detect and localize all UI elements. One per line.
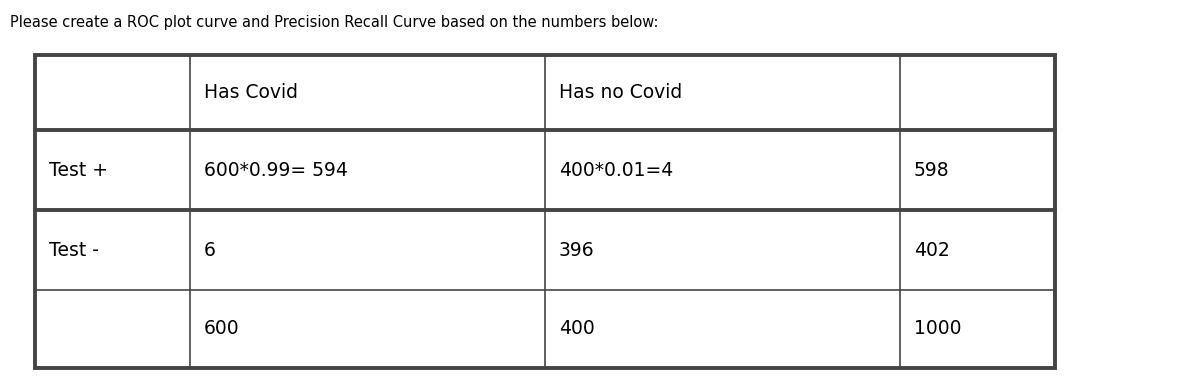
Bar bbox=[35, 55, 1055, 368]
Text: Test +: Test + bbox=[49, 161, 108, 180]
Text: 400*0.01=4: 400*0.01=4 bbox=[559, 161, 673, 180]
Text: 1000: 1000 bbox=[914, 319, 961, 339]
Text: Test -: Test - bbox=[49, 240, 98, 260]
Text: 6: 6 bbox=[204, 240, 216, 260]
Text: 396: 396 bbox=[559, 240, 595, 260]
Text: Has Covid: Has Covid bbox=[204, 83, 298, 102]
Text: 598: 598 bbox=[914, 161, 949, 180]
Text: 600*0.99= 594: 600*0.99= 594 bbox=[204, 161, 348, 180]
Text: 400: 400 bbox=[559, 319, 595, 339]
Text: 402: 402 bbox=[914, 240, 949, 260]
Text: 600: 600 bbox=[204, 319, 240, 339]
Text: Please create a ROC plot curve and Precision Recall Curve based on the numbers b: Please create a ROC plot curve and Preci… bbox=[10, 15, 659, 30]
Text: Has no Covid: Has no Covid bbox=[559, 83, 683, 102]
